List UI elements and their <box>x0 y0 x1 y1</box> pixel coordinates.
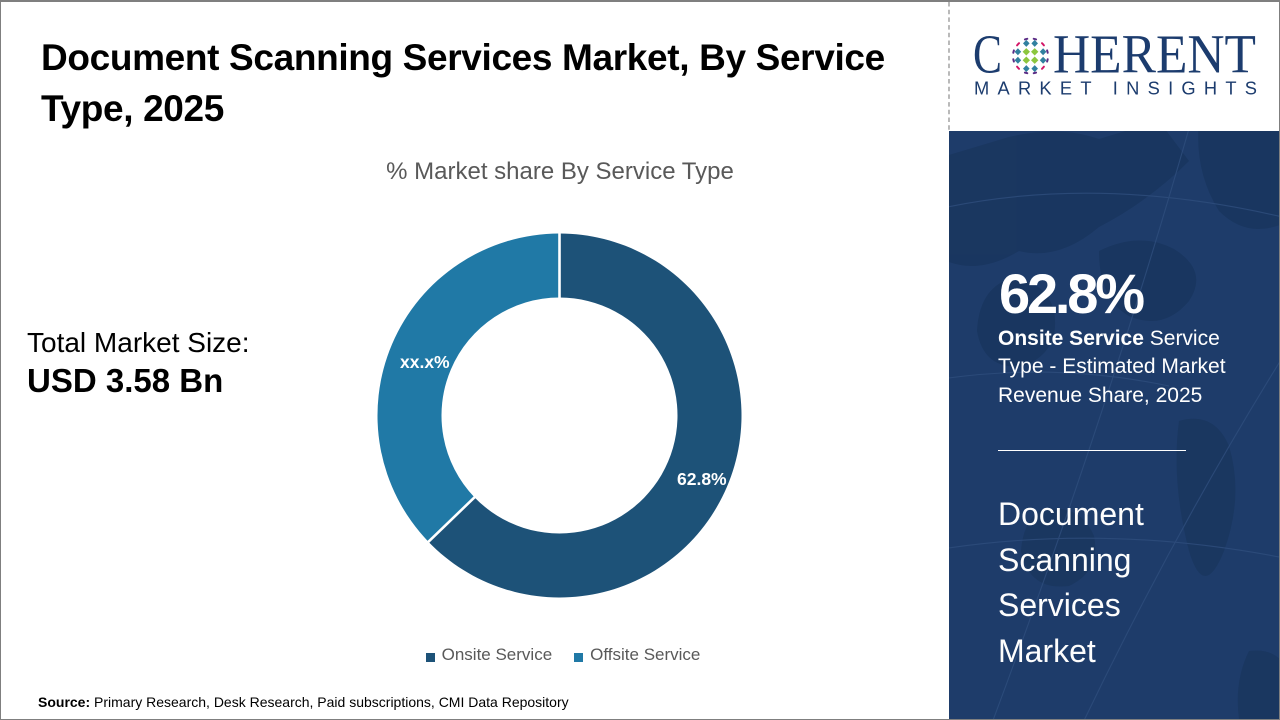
svg-text:MARKET INSIGHTS: MARKET INSIGHTS <box>974 78 1257 99</box>
svg-text:C: C <box>973 30 1002 85</box>
svg-text:HERENT: HERENT <box>1053 30 1256 85</box>
